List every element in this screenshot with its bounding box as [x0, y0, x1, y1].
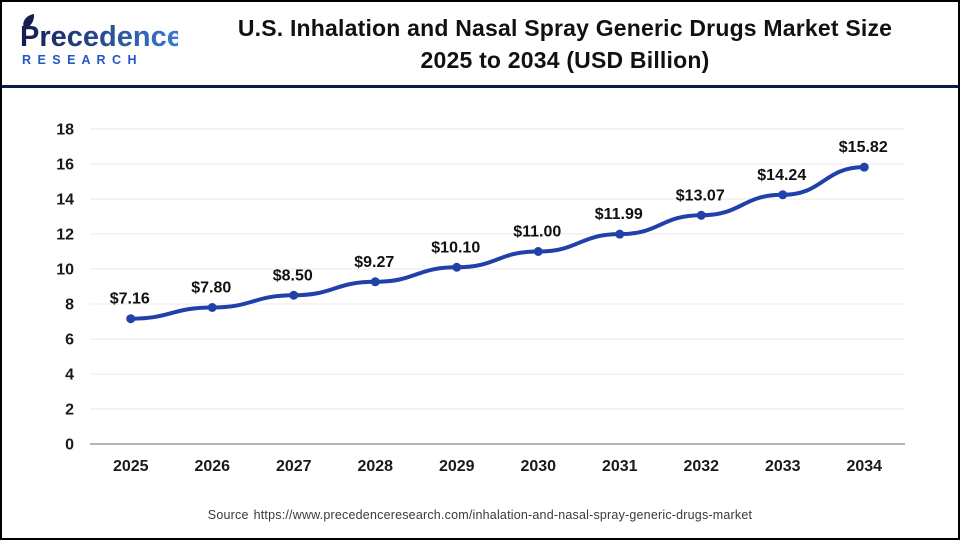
data-label: $14.24: [757, 167, 806, 184]
chart-title: U.S. Inhalation and Nasal Spray Generic …: [182, 12, 958, 76]
data-point: [452, 262, 462, 272]
data-point: [289, 290, 299, 300]
data-label: $11.00: [513, 224, 561, 241]
x-axis-tick-label: 2034: [846, 458, 882, 475]
logo-subtitle: R E S E A R C H: [22, 53, 138, 67]
x-axis-tick-label: 2026: [194, 458, 230, 475]
y-axis-tick-label: 6: [65, 332, 74, 349]
line-chart-canvas: 0 2 4 6 8 10 12 14 16 18 2025 2026 2027 2028 2029 2030 2…: [56, 122, 905, 475]
x-axis-tick-label: 2031: [602, 458, 638, 475]
data-label: $11.99: [595, 206, 643, 223]
y-axis-tick-label: 12: [56, 227, 74, 244]
data-label: $13.07: [676, 187, 725, 204]
source-line: Source https://www.precedenceresearch.com…: [2, 508, 958, 522]
y-axis-tick-label: 0: [65, 437, 74, 454]
chart-title-line2: 2025 to 2034 (USD Billion): [420, 46, 710, 73]
y-axis-tick-label: 18: [56, 122, 74, 139]
data-point: [533, 247, 543, 256]
source-url: https://www.precedenceresearch.com/inhal…: [253, 508, 753, 522]
data-point: [126, 314, 136, 324]
x-axis-tick-label: 2029: [439, 458, 475, 475]
header: Precedence R E S E A R C H U.S. Inhalati…: [2, 2, 958, 88]
y-axis-tick-label: 8: [65, 297, 74, 314]
x-axis-tick-label: 2025: [113, 458, 149, 475]
precedence-research-logo: Precedence R E S E A R C H: [20, 14, 183, 67]
x-axis-tick-label: 2028: [357, 458, 393, 475]
data-label: $7.16: [110, 291, 150, 308]
y-axis-tick-label: 14: [56, 192, 74, 209]
data-point: [615, 229, 625, 239]
data-label: $7.80: [191, 280, 231, 297]
y-axis-tick-label: 10: [56, 262, 74, 279]
logo-leaf-icon: [23, 14, 35, 29]
x-axis-tick-label: 2032: [683, 458, 719, 475]
x-axis-tick-label: 2027: [276, 458, 312, 475]
data-point: [370, 277, 380, 287]
data-label: $9.27: [354, 254, 394, 271]
x-axis-tick-label: 2030: [520, 458, 556, 475]
data-point: [859, 162, 869, 172]
data-point: [696, 210, 706, 220]
data-point: [778, 190, 788, 200]
company-logo: Precedence R E S E A R C H: [2, 12, 183, 75]
data-point: [207, 303, 217, 312]
logo-wordmark: Precedence: [20, 21, 178, 53]
y-axis-tick-label: 4: [65, 367, 74, 384]
chart-area: 0 2 4 6 8 10 12 14 16 18 2025 2026 2027 2028 2029 2030 2…: [2, 91, 960, 497]
series-line: [128, 165, 867, 321]
y-axis-tick-label: 16: [56, 157, 74, 174]
data-label: $8.50: [273, 267, 313, 284]
source-label: Source: [207, 508, 249, 522]
data-label: $15.82: [839, 139, 888, 156]
data-label: $10.10: [431, 239, 480, 256]
chart-title-line1: U.S. Inhalation and Nasal Spray Generic …: [237, 14, 893, 41]
x-axis-tick-label: 2033: [765, 458, 801, 475]
y-axis-tick-label: 2: [65, 402, 74, 419]
